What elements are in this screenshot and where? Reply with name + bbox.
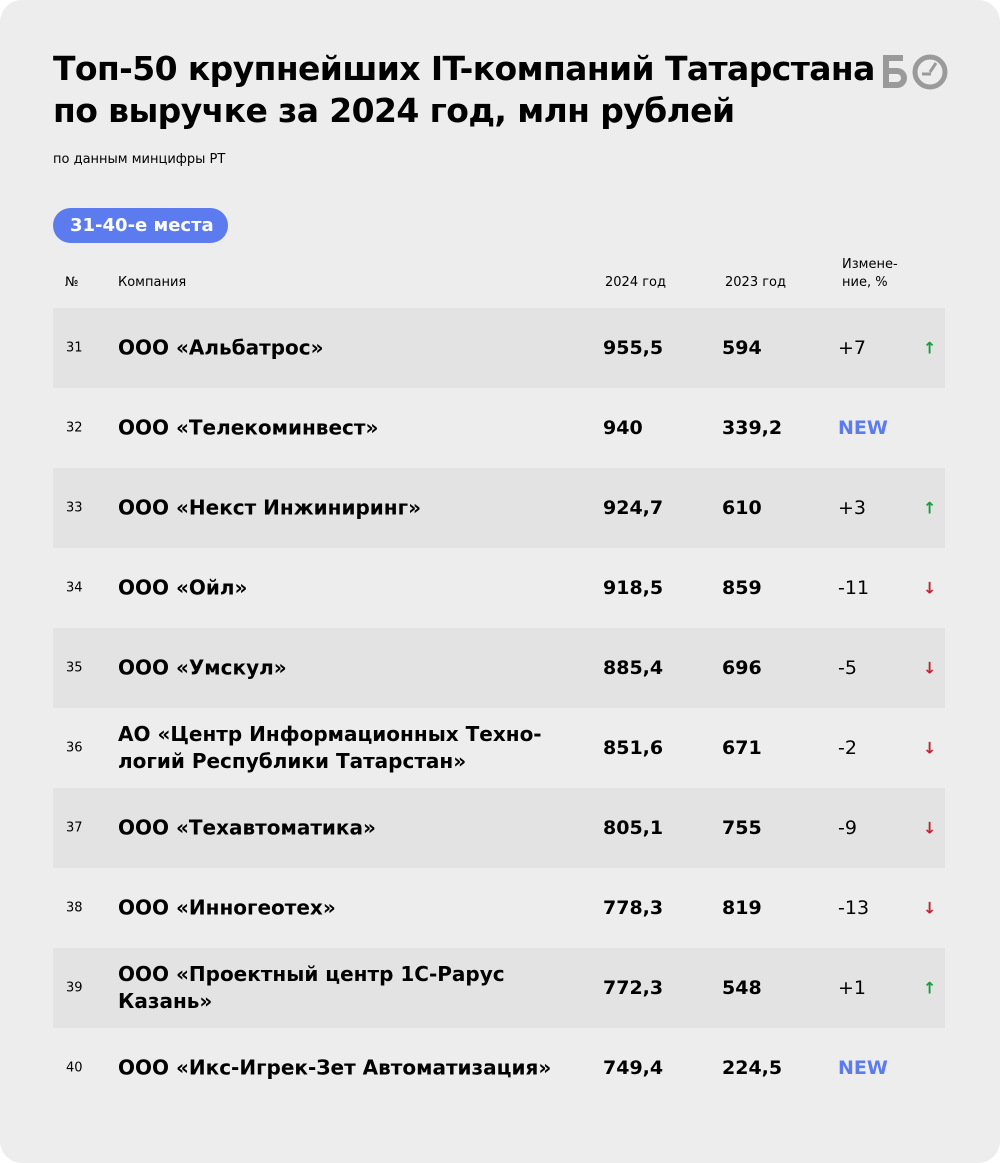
header-num: №: [65, 275, 79, 290]
change-percent: +1: [838, 977, 867, 999]
bo-logo: [883, 54, 948, 90]
change-percent: +3: [838, 497, 867, 519]
arrow-up-icon: ↑: [923, 978, 937, 998]
revenue-2023: 610: [722, 497, 762, 519]
table-row: 37 ООО «Техавтоматика» 805,1 755 -9 ↓: [53, 788, 945, 868]
table-row: 32 ООО «Телекоминвест» 940 339,2 NEW: [53, 388, 945, 468]
table-row: 36 АО «Центр Информационных Техно-логий Р…: [53, 708, 945, 788]
page-title: Топ-50 крупнейших IT-компаний Татарстана…: [53, 49, 875, 130]
revenue-2024: 778,3: [603, 897, 664, 919]
change-percent: -11: [838, 577, 870, 599]
company-name: ООО «Проектный центр 1С-Рарус Казань»: [118, 962, 505, 1013]
header-change: Измене-ние, %: [842, 257, 898, 290]
arrow-down-icon: ↓: [923, 818, 937, 838]
table-row: 38 ООО «Инногеотех» 778,3 819 -13 ↓: [53, 868, 945, 948]
row-number: 39: [66, 980, 83, 996]
company-name: ООО «Икс-Игрек-Зет Автоматизация»: [118, 1055, 552, 1080]
revenue-2023: 671: [722, 737, 762, 759]
row-number: 34: [66, 580, 83, 596]
table-row: 33 ООО «Некст Инжиниринг» 924,7 610 +3 ↑: [53, 468, 945, 548]
table-row: 31 ООО «Альбатрос» 955,5 594 +7 ↑: [53, 308, 945, 388]
range-badge: 31-40-е места: [53, 208, 228, 243]
arrow-down-icon: ↓: [923, 738, 937, 758]
table-row: 40 ООО «Икс-Игрек-Зет Автоматизация» 749,4…: [53, 1028, 945, 1108]
row-number: 32: [66, 420, 83, 436]
revenue-2023: 339,2: [722, 417, 783, 439]
change-percent: +7: [838, 337, 867, 359]
change-percent: -13: [838, 897, 870, 919]
header-2023: 2023 год: [725, 275, 786, 290]
row-number: 40: [66, 1060, 83, 1076]
revenue-2024: 851,6: [603, 737, 664, 759]
row-number: 35: [66, 660, 83, 676]
row-number: 37: [66, 820, 83, 836]
arrow-down-icon: ↓: [923, 578, 937, 598]
table-row: 35 ООО «Умскул» 885,4 696 -5 ↓: [53, 628, 945, 708]
company-name: ООО «Некст Инжиниринг»: [118, 495, 421, 520]
subtitle: по данным минцифры РТ: [53, 152, 226, 167]
header-2024: 2024 год: [605, 275, 666, 290]
revenue-2023: 696: [722, 657, 762, 679]
revenue-2023: 594: [722, 337, 762, 359]
revenue-2023: 755: [722, 817, 762, 839]
company-name: АО «Центр Информационных Техно-логий Рес…: [118, 722, 542, 773]
arrow-down-icon: ↓: [923, 898, 937, 918]
arrow-down-icon: ↓: [923, 658, 937, 678]
change-percent: -2: [838, 737, 857, 759]
company-name: ООО «Инногеотех»: [118, 895, 336, 920]
revenue-2023: 548: [722, 977, 762, 999]
change-percent: -9: [838, 817, 857, 839]
new-badge: NEW: [838, 417, 888, 439]
revenue-2024: 772,3: [603, 977, 664, 999]
ranking-table: 31 ООО «Альбатрос» 955,5 594 +7 ↑ 32 ООО «Телек…: [53, 308, 945, 1108]
company-name: ООО «Телекоминвест»: [118, 415, 379, 440]
revenue-2023: 819: [722, 897, 762, 919]
revenue-2023: 859: [722, 577, 762, 599]
revenue-2024: 918,5: [603, 577, 664, 599]
change-percent: -5: [838, 657, 857, 679]
revenue-2024: 955,5: [603, 337, 664, 359]
table-row: 39 ООО «Проектный центр 1С-Рарус Казань» 7…: [53, 948, 945, 1028]
company-name: ООО «Альбатрос»: [118, 335, 324, 360]
revenue-2024: 885,4: [603, 657, 664, 679]
row-number: 31: [66, 340, 83, 356]
company-name: ООО «Ойл»: [118, 575, 248, 600]
arrow-up-icon: ↑: [923, 498, 937, 518]
row-number: 33: [66, 500, 83, 516]
new-badge: NEW: [838, 1057, 888, 1079]
row-number: 38: [66, 900, 83, 916]
revenue-2024: 805,1: [603, 817, 664, 839]
revenue-2024: 924,7: [603, 497, 664, 519]
arrow-up-icon: ↑: [923, 338, 937, 358]
revenue-2023: 224,5: [722, 1057, 783, 1079]
revenue-2024: 940: [603, 417, 643, 439]
table-row: 34 ООО «Ойл» 918,5 859 -11 ↓: [53, 548, 945, 628]
header-company: Компания: [118, 275, 187, 290]
row-number: 36: [66, 740, 83, 756]
company-name: ООО «Умскул»: [118, 655, 287, 680]
company-name: ООО «Техавтоматика»: [118, 815, 376, 840]
revenue-2024: 749,4: [603, 1057, 664, 1079]
